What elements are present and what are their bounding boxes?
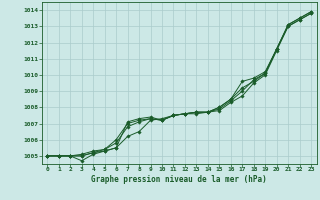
X-axis label: Graphe pression niveau de la mer (hPa): Graphe pression niveau de la mer (hPa) [91, 175, 267, 184]
